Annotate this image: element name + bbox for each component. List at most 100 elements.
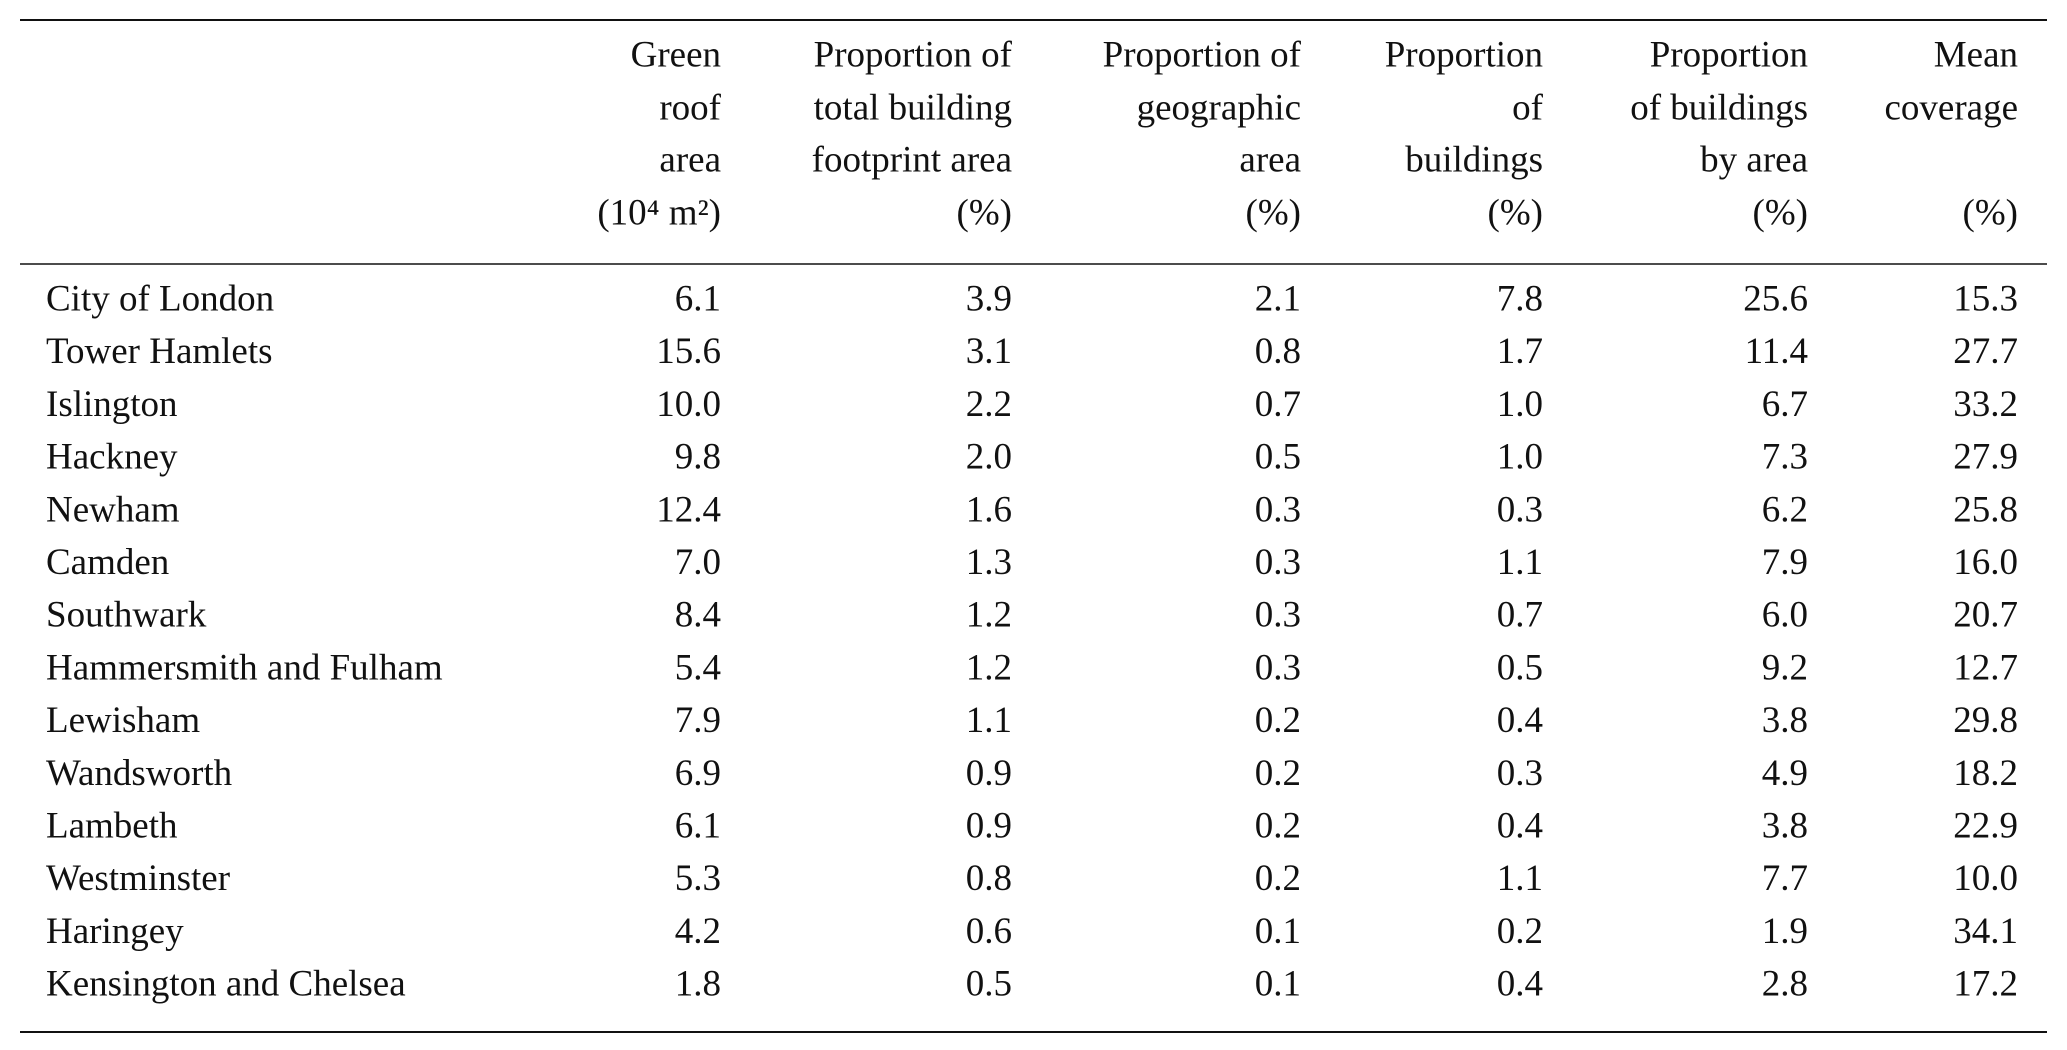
cell-value: 0.2	[1497, 911, 1543, 952]
cell-value: 6.2	[1762, 489, 1808, 530]
column-header: geographic	[1137, 87, 1301, 128]
cell-value: 15.6	[656, 331, 721, 372]
cell-value: 7.8	[1497, 278, 1543, 319]
cell-value: 0.2	[1255, 858, 1301, 899]
row-label: Wandsworth	[46, 753, 233, 794]
cell-value: 20.7	[1953, 595, 2018, 636]
cell-value: 1.1	[1497, 858, 1543, 899]
cell-value: 8.4	[675, 595, 721, 636]
cell-value: 4.9	[1762, 753, 1808, 794]
cell-value: 12.7	[1953, 647, 2018, 688]
cell-value: 3.8	[1762, 805, 1808, 846]
cell-value: 0.3	[1255, 489, 1301, 530]
cell-value: 33.2	[1953, 384, 2018, 425]
row-label: Hackney	[46, 437, 178, 478]
cell-value: 0.3	[1255, 595, 1301, 636]
cell-value: 0.5	[1497, 647, 1543, 688]
cell-value: 6.1	[675, 805, 721, 846]
cell-value: 1.9	[1762, 911, 1808, 952]
cell-value: 0.3	[1497, 753, 1543, 794]
row-label: Lewisham	[46, 700, 200, 741]
column-header: Proportion of	[814, 34, 1013, 75]
cell-value: 7.9	[675, 700, 721, 741]
column-header: coverage	[1884, 87, 2018, 128]
cell-value: 9.8	[675, 437, 721, 478]
cell-value: 0.9	[966, 805, 1012, 846]
row-label: Kensington and Chelsea	[46, 964, 406, 1005]
cell-value: 18.2	[1953, 753, 2018, 794]
cell-value: 0.7	[1497, 595, 1543, 636]
cell-value: 0.4	[1497, 805, 1543, 846]
column-header: Green	[631, 34, 721, 75]
cell-value: 15.3	[1953, 278, 2018, 319]
cell-value: 2.0	[966, 437, 1012, 478]
row-label: Newham	[46, 489, 180, 530]
column-header: buildings	[1405, 139, 1543, 180]
cell-value: 3.1	[966, 331, 1012, 372]
row-label: Islington	[46, 384, 178, 425]
cell-value: 25.6	[1743, 278, 1808, 319]
cell-value: 0.3	[1255, 542, 1301, 583]
row-label: Southwark	[46, 595, 207, 636]
row-label: Haringey	[46, 911, 184, 952]
cell-value: 0.5	[966, 964, 1012, 1005]
cell-value: 1.1	[966, 700, 1012, 741]
cell-value: 0.9	[966, 753, 1012, 794]
cell-value: 5.3	[675, 858, 721, 899]
cell-value: 0.2	[1255, 805, 1301, 846]
column-header: of	[1512, 87, 1544, 128]
cell-value: 0.4	[1497, 964, 1543, 1005]
cell-value: 1.2	[966, 595, 1012, 636]
cell-value: 1.0	[1497, 384, 1543, 425]
cell-value: 0.7	[1255, 384, 1301, 425]
column-unit: (%)	[1963, 192, 2018, 233]
cell-value: 0.1	[1255, 964, 1301, 1005]
cell-value: 0.4	[1497, 700, 1543, 741]
cell-value: 0.2	[1255, 753, 1301, 794]
column-unit: (%)	[1246, 192, 1301, 233]
column-header: area	[1239, 139, 1301, 180]
cell-value: 7.9	[1762, 542, 1808, 583]
cell-value: 22.9	[1953, 805, 2018, 846]
cell-value: 1.8	[675, 964, 721, 1005]
cell-value: 17.2	[1953, 964, 2018, 1005]
cell-value: 2.8	[1762, 964, 1808, 1005]
cell-value: 4.2	[675, 911, 721, 952]
cell-value: 9.2	[1762, 647, 1808, 688]
cell-value: 6.0	[1762, 595, 1808, 636]
cell-value: 1.6	[966, 489, 1012, 530]
cell-value: 7.7	[1762, 858, 1808, 899]
cell-value: 16.0	[1953, 542, 2018, 583]
cell-value: 12.4	[656, 489, 721, 530]
column-header: Proportion	[1385, 34, 1543, 75]
row-label: Lambeth	[46, 805, 178, 846]
row-label: Hammersmith and Fulham	[46, 647, 443, 688]
cell-value: 3.9	[966, 278, 1012, 319]
cell-value: 27.7	[1953, 331, 2018, 372]
row-label: Tower Hamlets	[46, 331, 273, 372]
cell-value: 1.2	[966, 647, 1012, 688]
column-header: roof	[659, 87, 721, 128]
cell-value: 25.8	[1953, 489, 2018, 530]
cell-value: 0.6	[966, 911, 1012, 952]
cell-value: 1.1	[1497, 542, 1543, 583]
column-unit: (10⁴ m²)	[597, 192, 721, 233]
cell-value: 1.3	[966, 542, 1012, 583]
row-label: City of London	[46, 278, 274, 319]
cell-value: 0.8	[1255, 331, 1301, 372]
cell-value: 7.0	[675, 542, 721, 583]
row-label: Camden	[46, 542, 169, 583]
column-header: of buildings	[1630, 87, 1808, 128]
column-header: total building	[814, 87, 1012, 128]
column-header: Mean	[1934, 34, 2018, 75]
cell-value: 0.3	[1255, 647, 1301, 688]
cell-value: 2.2	[966, 384, 1012, 425]
cell-value: 29.8	[1953, 700, 2018, 741]
cell-value: 34.1	[1953, 911, 2018, 952]
cell-value: 0.3	[1497, 489, 1543, 530]
cell-value: 6.9	[675, 753, 721, 794]
column-header: Proportion of	[1103, 34, 1302, 75]
cell-value: 3.8	[1762, 700, 1808, 741]
row-label: Westminster	[46, 858, 230, 899]
